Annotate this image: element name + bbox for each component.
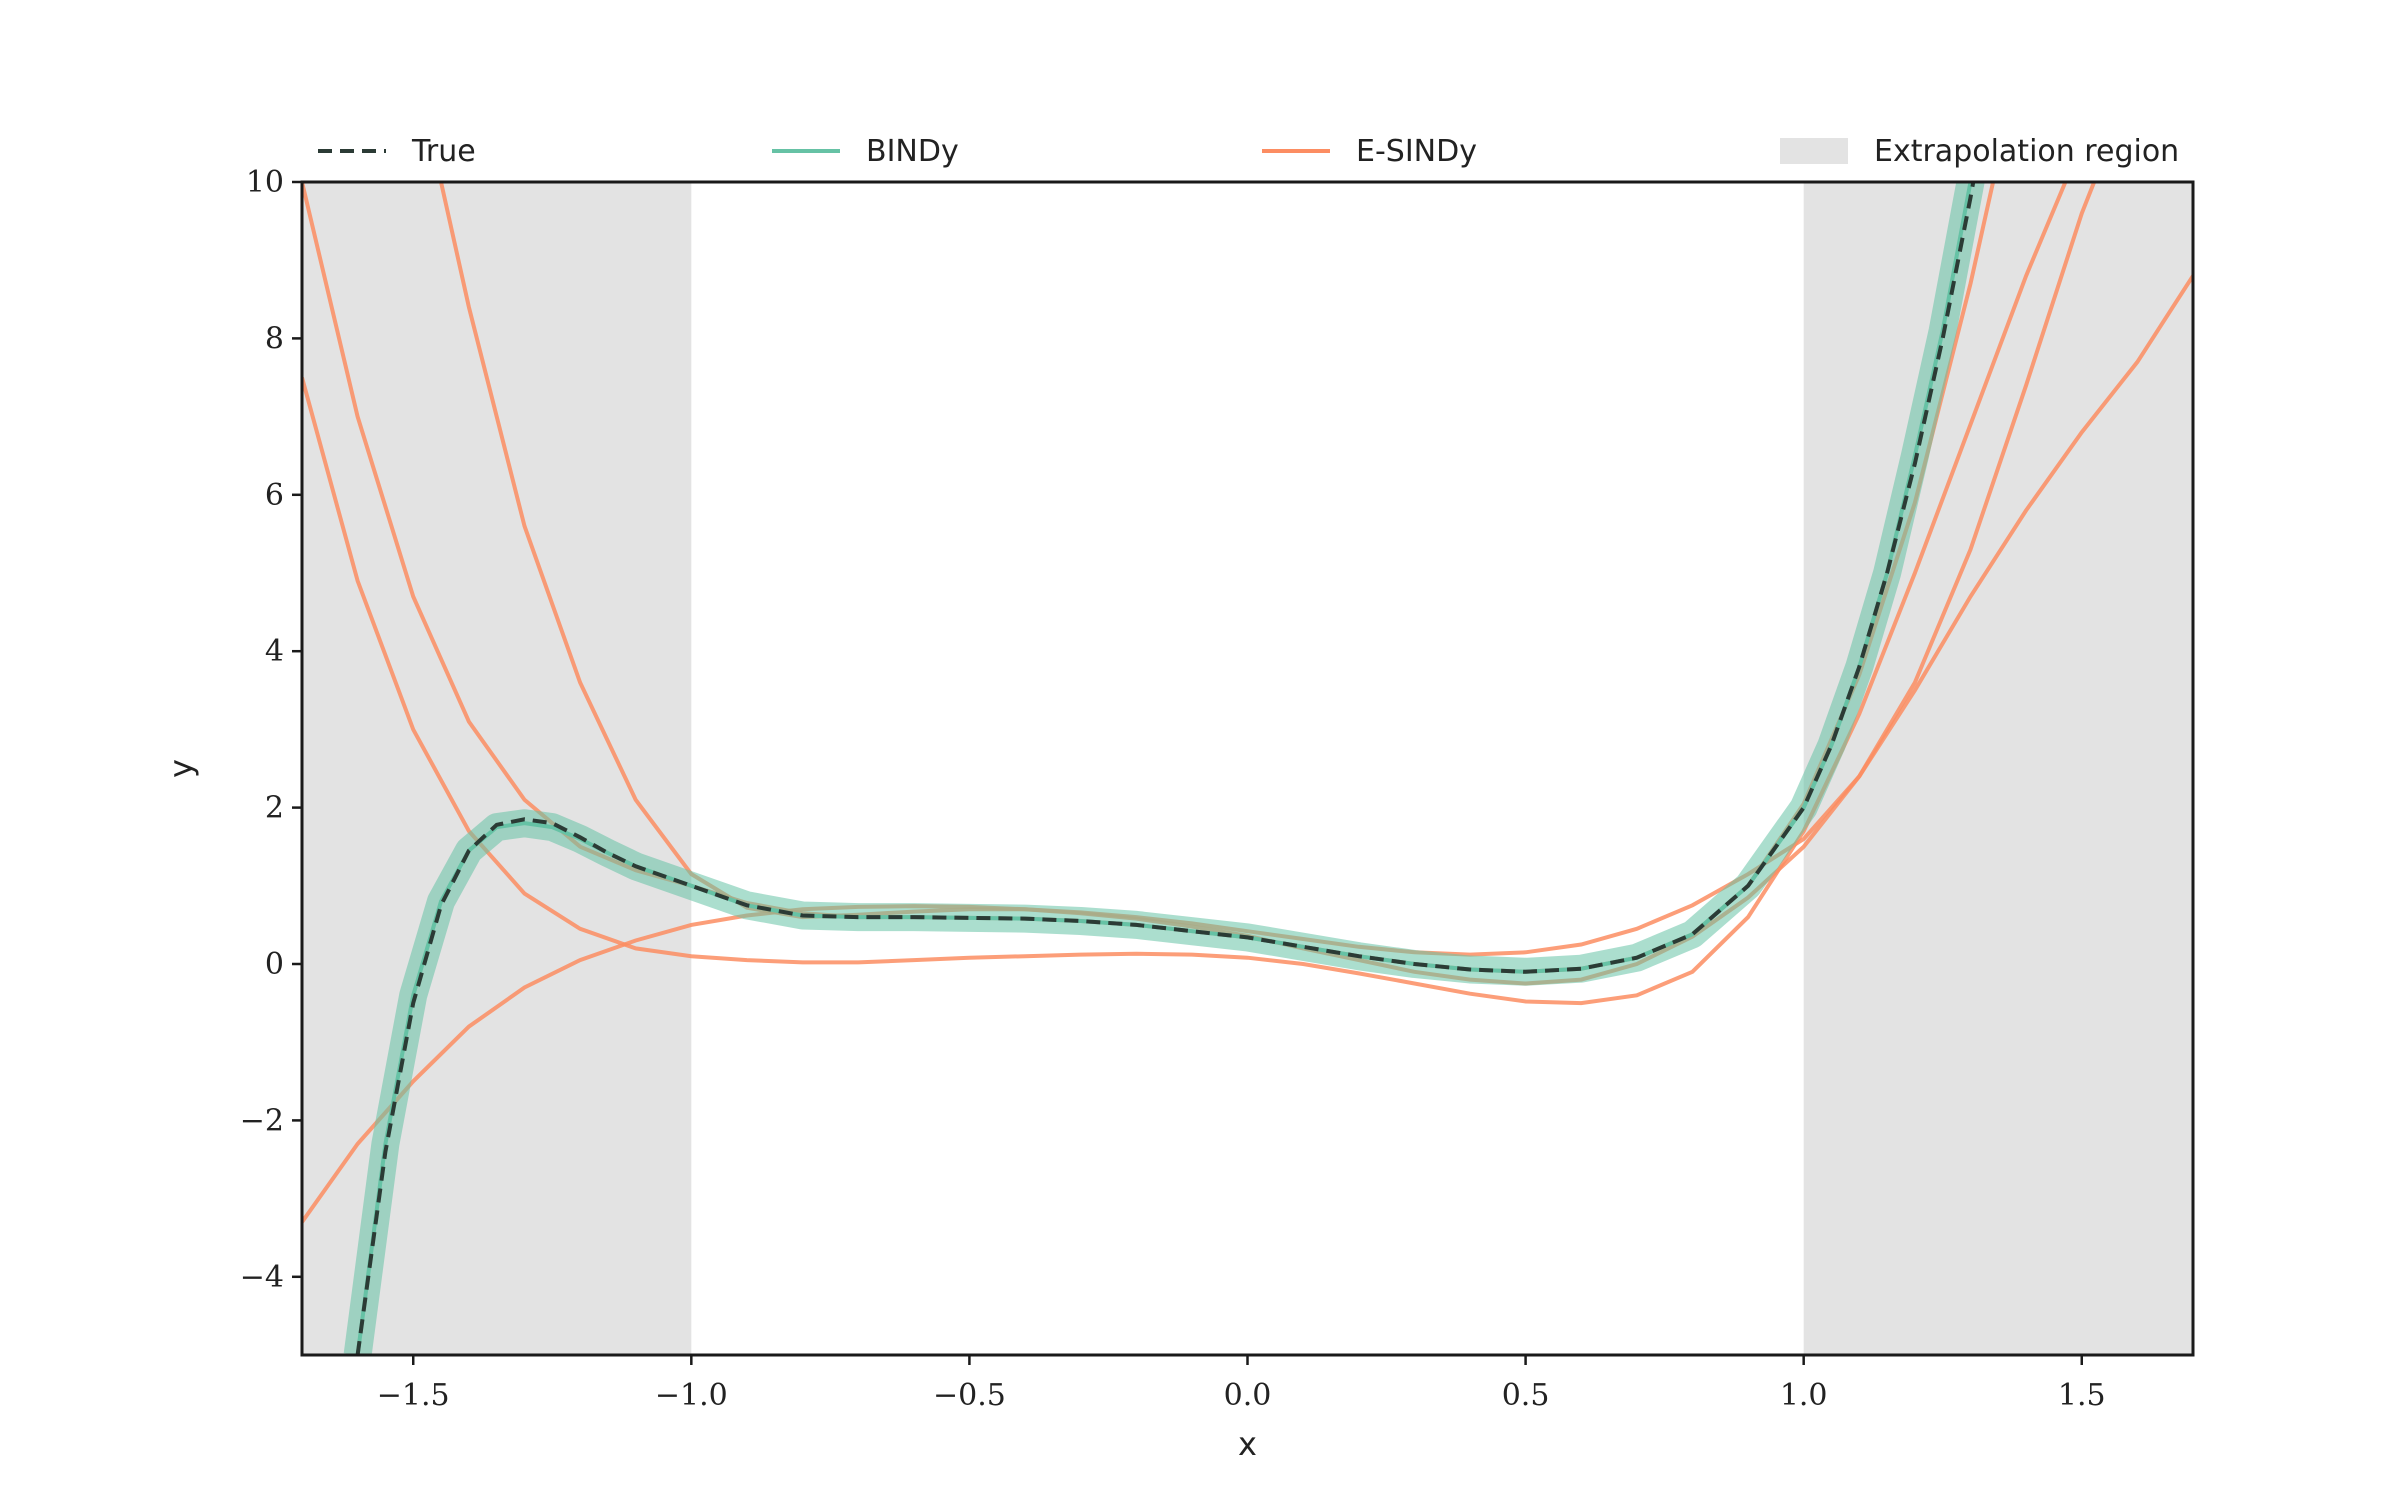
x-tick-label: 0.5 <box>1502 1378 1550 1413</box>
extrapolation-regions <box>302 182 2193 1355</box>
x-axis-label: x <box>1238 1425 1257 1463</box>
y-tick-label: 4 <box>265 634 284 669</box>
legend: True BINDy E-SINDy Extrapolation region <box>318 134 2179 169</box>
legend-label: Extrapolation region <box>1874 134 2179 169</box>
x-tick-label: 0.0 <box>1224 1378 1272 1413</box>
legend-entry: E-SINDy <box>1262 134 1477 169</box>
y-tick-label: 0 <box>265 947 284 982</box>
y-tick-label: −4 <box>240 1260 284 1295</box>
series-lines <box>302 182 2193 1355</box>
legend-swatch <box>1780 138 1848 164</box>
y-tick-label: 2 <box>265 791 284 826</box>
series-line-true <box>355 182 1976 1355</box>
extrapolation-region <box>1803 182 2193 1355</box>
x-axis: −1.5 −1.0 −0.5 0.0 0.5 1.0 1.5 <box>377 1355 2106 1413</box>
y-tick-label: −2 <box>240 1103 284 1138</box>
extrapolation-region <box>302 182 692 1355</box>
series-line-esindy <box>302 182 2068 1006</box>
legend-entry: Extrapolation region <box>1780 134 2179 169</box>
legend-label: BINDy <box>866 134 959 169</box>
x-tick-label: 1.5 <box>2058 1378 2106 1413</box>
y-tick-label: 6 <box>265 478 284 513</box>
legend-entry: BINDy <box>772 134 959 169</box>
x-tick-label: −1.5 <box>377 1378 450 1413</box>
y-tick-label: 10 <box>246 165 284 200</box>
x-tick-label: −1.0 <box>655 1378 728 1413</box>
legend-label: True <box>411 134 476 169</box>
x-tick-label: −0.5 <box>933 1378 1006 1413</box>
legend-label: E-SINDy <box>1356 134 1477 169</box>
y-axis-label: y <box>162 759 200 778</box>
y-tick-label: 8 <box>265 321 284 356</box>
x-tick-label: 1.0 <box>1780 1378 1828 1413</box>
y-axis: −4 −2 0 2 4 6 8 10 <box>240 165 302 1295</box>
legend-entry: True <box>318 134 476 169</box>
